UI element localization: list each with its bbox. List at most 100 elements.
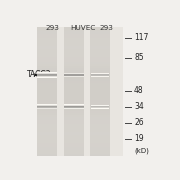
Bar: [64, 72, 84, 74]
Bar: [37, 147, 57, 150]
Bar: [64, 85, 84, 87]
Bar: [37, 137, 57, 139]
Bar: [90, 122, 110, 124]
Bar: [37, 85, 57, 87]
Bar: [37, 74, 57, 76]
Bar: [90, 126, 110, 128]
Bar: [64, 111, 84, 113]
Bar: [37, 27, 123, 156]
Bar: [90, 145, 110, 147]
Bar: [37, 87, 57, 89]
Bar: [37, 117, 57, 120]
Bar: [90, 29, 110, 31]
Bar: [90, 51, 110, 53]
Bar: [64, 150, 84, 152]
Text: 34: 34: [134, 102, 144, 111]
Bar: [37, 29, 57, 31]
Bar: [64, 145, 84, 147]
Bar: [37, 44, 57, 46]
Bar: [90, 141, 110, 143]
Bar: [90, 104, 110, 107]
Bar: [37, 139, 57, 141]
Bar: [64, 147, 84, 150]
Bar: [64, 74, 84, 76]
Bar: [37, 92, 57, 94]
Bar: [37, 31, 57, 34]
Bar: [37, 72, 57, 74]
Bar: [90, 128, 110, 130]
Bar: [37, 27, 57, 29]
Text: 19: 19: [134, 134, 144, 143]
Bar: [64, 57, 84, 59]
Bar: [64, 143, 84, 145]
Bar: [64, 62, 84, 64]
Bar: [90, 44, 110, 46]
Bar: [64, 34, 84, 36]
Bar: [37, 76, 57, 79]
Bar: [37, 94, 57, 96]
Bar: [37, 64, 57, 66]
Bar: [90, 53, 110, 55]
Bar: [90, 46, 110, 49]
Bar: [37, 79, 57, 81]
Bar: [90, 89, 110, 92]
Bar: [37, 135, 57, 137]
Bar: [90, 135, 110, 137]
Bar: [64, 154, 84, 156]
Bar: [37, 89, 57, 92]
Bar: [90, 139, 110, 141]
Bar: [64, 29, 84, 31]
Bar: [64, 128, 84, 130]
Bar: [90, 113, 110, 115]
Bar: [37, 115, 57, 117]
Bar: [90, 27, 110, 29]
Bar: [37, 36, 57, 38]
Bar: [37, 128, 57, 130]
Bar: [64, 100, 84, 102]
Bar: [90, 62, 110, 64]
Bar: [37, 152, 57, 154]
Bar: [37, 130, 57, 132]
Bar: [90, 55, 110, 57]
Bar: [37, 49, 57, 51]
Bar: [90, 81, 110, 83]
Bar: [90, 154, 110, 156]
Bar: [64, 83, 84, 85]
Bar: [64, 107, 84, 109]
Bar: [64, 40, 84, 42]
Bar: [37, 53, 57, 55]
Bar: [90, 124, 110, 126]
Bar: [64, 27, 84, 156]
Bar: [90, 76, 110, 79]
Bar: [64, 79, 84, 81]
Bar: [64, 141, 84, 143]
Bar: [64, 122, 84, 124]
Bar: [64, 139, 84, 141]
Bar: [64, 27, 84, 29]
Text: 293: 293: [46, 25, 59, 31]
Bar: [90, 72, 110, 74]
Bar: [37, 132, 57, 135]
Bar: [90, 87, 110, 89]
Bar: [90, 137, 110, 139]
Bar: [64, 53, 84, 55]
Bar: [64, 96, 84, 98]
Bar: [37, 100, 57, 102]
Bar: [64, 68, 84, 70]
Bar: [64, 126, 84, 128]
Bar: [37, 107, 57, 109]
Bar: [37, 98, 57, 100]
Bar: [90, 38, 110, 40]
Bar: [90, 115, 110, 117]
Bar: [37, 120, 57, 122]
Bar: [90, 83, 110, 85]
Bar: [37, 111, 57, 113]
Text: 117: 117: [134, 33, 148, 42]
Bar: [90, 27, 110, 156]
Bar: [37, 96, 57, 98]
Bar: [90, 59, 110, 62]
Bar: [64, 130, 84, 132]
Bar: [37, 55, 57, 57]
Bar: [64, 66, 84, 68]
Bar: [37, 68, 57, 70]
